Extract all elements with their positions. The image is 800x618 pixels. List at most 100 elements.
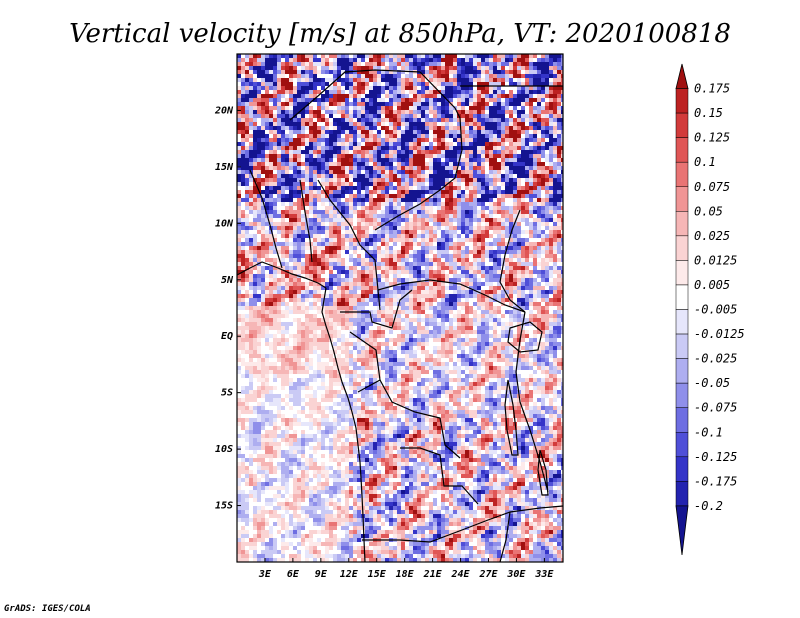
- field-cell: [481, 202, 485, 206]
- field-cell: [469, 226, 473, 230]
- field-cell: [297, 290, 301, 294]
- field-cell: [349, 246, 353, 250]
- field-cell: [365, 106, 369, 110]
- field-cell: [489, 286, 493, 290]
- field-cell: [409, 202, 413, 206]
- field-cell: [321, 198, 325, 202]
- field-cell: [417, 114, 421, 118]
- field-cell: [353, 90, 357, 94]
- field-cell: [349, 74, 353, 78]
- field-cell: [385, 270, 389, 274]
- field-cell: [429, 226, 433, 230]
- field-cell: [353, 210, 357, 214]
- field-cell: [405, 302, 409, 306]
- field-cell: [409, 298, 413, 302]
- field-cell: [393, 270, 397, 274]
- field-cell: [477, 126, 481, 130]
- field-cell: [301, 130, 305, 134]
- field-cell: [289, 198, 293, 202]
- field-cell: [393, 226, 397, 230]
- field-cell: [317, 246, 321, 250]
- field-cell: [421, 254, 425, 258]
- field-cell: [245, 230, 249, 234]
- field-cell: [289, 134, 293, 138]
- field-cell: [405, 146, 409, 150]
- field-cell: [369, 166, 373, 170]
- field-cell: [417, 110, 421, 114]
- field-cell: [373, 54, 377, 58]
- field-cell: [461, 110, 465, 114]
- field-cell: [537, 158, 541, 162]
- field-cell: [509, 174, 513, 178]
- field-cell: [349, 122, 353, 126]
- field-cell: [533, 138, 537, 142]
- field-cell: [325, 298, 329, 302]
- field-cell: [457, 58, 461, 62]
- field-cell: [545, 174, 549, 178]
- field-cell: [277, 178, 281, 182]
- field-cell: [413, 98, 417, 102]
- field-cell: [349, 318, 353, 322]
- field-cell: [425, 242, 429, 246]
- field-cell: [321, 242, 325, 246]
- field-cell: [273, 290, 277, 294]
- field-cell: [269, 214, 273, 218]
- field-cell: [473, 286, 477, 290]
- field-cell: [269, 294, 273, 298]
- field-cell: [289, 114, 293, 118]
- field-cell: [497, 142, 501, 146]
- field-cell: [509, 114, 513, 118]
- field-cell: [421, 238, 425, 242]
- field-cell: [397, 106, 401, 110]
- field-cell: [465, 62, 469, 66]
- field-cell: [321, 102, 325, 106]
- field-cell: [253, 66, 257, 70]
- field-cell: [537, 78, 541, 82]
- field-cell: [473, 74, 477, 78]
- field-cell: [333, 98, 337, 102]
- field-cell: [465, 226, 469, 230]
- field-cell: [489, 158, 493, 162]
- field-cell: [261, 190, 265, 194]
- field-cell: [293, 278, 297, 282]
- field-cell: [293, 230, 297, 234]
- field-cell: [341, 90, 345, 94]
- field-cell: [249, 286, 253, 290]
- field-cell: [289, 94, 293, 98]
- field-cell: [245, 318, 249, 322]
- field-cell: [505, 170, 509, 174]
- field-cell: [545, 154, 549, 158]
- field-cell: [297, 130, 301, 134]
- field-cell: [545, 70, 549, 74]
- field-cell: [293, 274, 297, 278]
- field-cell: [237, 126, 241, 130]
- field-cell: [269, 286, 273, 290]
- field-cell: [401, 166, 405, 170]
- field-cell: [353, 178, 357, 182]
- field-cell: [413, 294, 417, 298]
- field-cell: [533, 250, 537, 254]
- field-cell: [453, 146, 457, 150]
- field-cell: [493, 106, 497, 110]
- field-cell: [345, 286, 349, 290]
- field-cell: [297, 286, 301, 290]
- field-cell: [377, 286, 381, 290]
- field-cell: [313, 182, 317, 186]
- field-cell: [541, 150, 545, 154]
- field-cell: [393, 214, 397, 218]
- field-cell: [409, 210, 413, 214]
- field-cell: [257, 198, 261, 202]
- field-cell: [533, 130, 537, 134]
- field-cell: [497, 294, 501, 298]
- field-cell: [401, 250, 405, 254]
- field-cell: [301, 134, 305, 138]
- field-cell: [257, 74, 261, 78]
- field-cell: [533, 290, 537, 294]
- field-cell: [361, 134, 365, 138]
- field-cell: [505, 194, 509, 198]
- field-cell: [505, 278, 509, 282]
- field-cell: [505, 230, 509, 234]
- field-cell: [269, 266, 273, 270]
- field-cell: [465, 170, 469, 174]
- field-cell: [553, 54, 557, 58]
